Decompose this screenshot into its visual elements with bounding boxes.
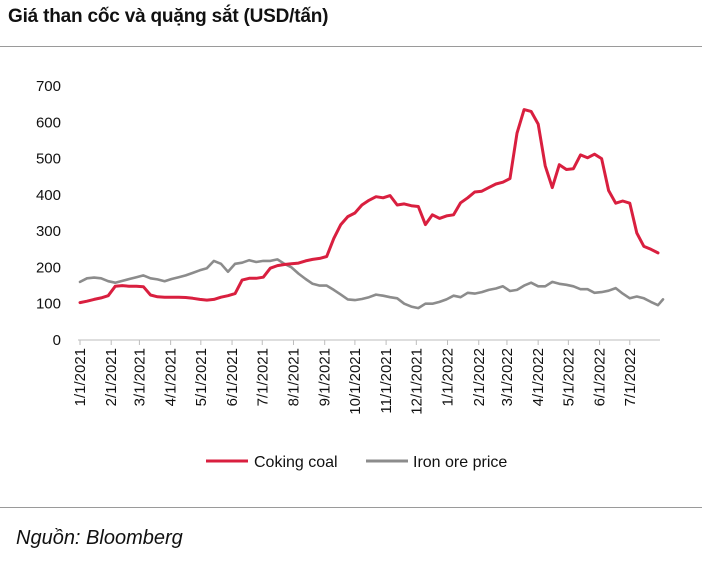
series-lines — [78, 108, 665, 310]
y-tick-label: 400 — [36, 187, 61, 204]
y-tick-label: 600 — [36, 114, 61, 131]
line-chart: 0 100 200 300 400 500 600 700 1/1/2021 2/1/2021 3… — [36, 78, 665, 471]
x-tick-label: 2/1/2022 — [471, 348, 488, 406]
y-tick-label: 100 — [36, 296, 61, 313]
x-tick-label: 9/1/2021 — [317, 348, 334, 406]
x-axis-tick-labels: 1/1/2021 2/1/2021 3/1/2021 4/1/2021 5/1/2021… — [72, 348, 639, 415]
y-tick-label: 500 — [36, 151, 61, 168]
x-tick-label: 12/1/2021 — [408, 348, 425, 415]
x-tick-label: 2/1/2021 — [103, 348, 120, 406]
page-title: Giá than cốc và quặng sắt (USD/tấn) — [8, 6, 329, 27]
legend-label: Coking coal — [254, 454, 338, 471]
x-tick-label: 4/1/2021 — [163, 348, 180, 406]
y-tick-label: 300 — [36, 223, 61, 240]
y-tick-label: 700 — [36, 78, 61, 95]
x-tick-label: 10/1/2021 — [347, 348, 364, 415]
series-line-coking-coal — [78, 108, 660, 305]
x-tick-label: 3/1/2021 — [131, 348, 148, 406]
x-tick-label: 6/1/2021 — [224, 348, 241, 406]
y-tick-label: 0 — [53, 332, 61, 349]
x-tick-label: 6/1/2022 — [592, 348, 609, 406]
x-tick-label: 7/1/2022 — [622, 348, 639, 406]
x-tick-label: 3/1/2022 — [499, 348, 516, 406]
source-note: Nguồn: Bloomberg — [16, 527, 183, 549]
x-axis-tick-marks — [79, 340, 631, 345]
x-tick-label: 1/1/2021 — [72, 348, 89, 406]
chart-legend: Coking coal Iron ore price — [206, 454, 507, 471]
x-tick-label: 7/1/2021 — [254, 348, 271, 406]
bottom-divider — [0, 507, 702, 508]
series-line-iron-ore-price — [78, 258, 665, 310]
x-tick-label: 5/1/2022 — [560, 348, 577, 406]
x-tick-label: 11/1/2021 — [378, 348, 395, 414]
y-tick-label: 200 — [36, 259, 61, 276]
legend-label: Iron ore price — [413, 454, 507, 471]
x-tick-label: 4/1/2022 — [530, 348, 547, 406]
y-axis-tick-labels: 0 100 200 300 400 500 600 700 — [36, 78, 61, 349]
x-tick-label: 8/1/2021 — [285, 348, 302, 406]
top-divider — [0, 46, 702, 47]
x-tick-label: 1/1/2022 — [440, 348, 457, 406]
x-tick-label: 5/1/2021 — [193, 348, 210, 406]
